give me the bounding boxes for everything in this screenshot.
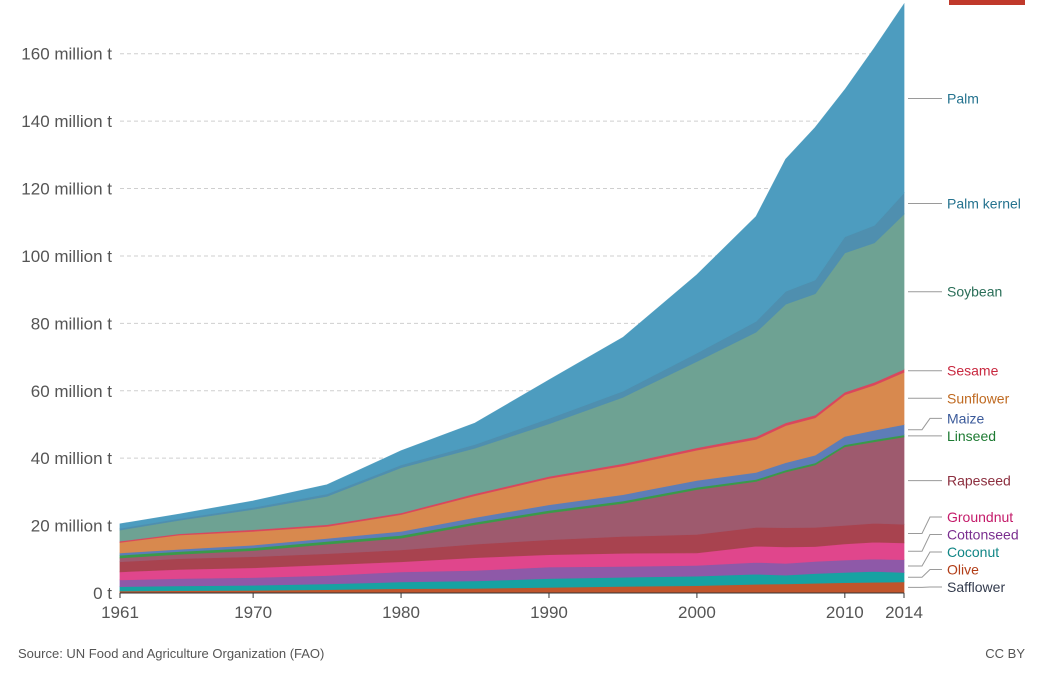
- x-tick-label: 1970: [234, 603, 272, 622]
- legend-label-groundnut: Groundnut: [947, 509, 1013, 525]
- legend-leader-olive: [908, 569, 942, 578]
- legend-label-sesame: Sesame: [947, 363, 999, 379]
- legend-leader-cottonseed: [908, 534, 942, 552]
- legend-label-safflower: Safflower: [947, 579, 1005, 595]
- legend-label-sunflower: Sunflower: [947, 390, 1010, 406]
- legend-label-palm: Palm: [947, 91, 979, 107]
- area-series: [119, 2, 905, 594]
- legend: Palm Palm kernel Soybean Sesame Sunflower Mai…: [908, 91, 1021, 595]
- legend-leader-coconut: [908, 551, 942, 567]
- x-tick-label: 1961: [101, 603, 139, 622]
- brand-logo-bar: [949, 0, 1025, 5]
- y-tick-label: 0 t: [93, 584, 112, 603]
- legend-label-soybean: Soybean: [947, 284, 1002, 300]
- legend-label-cottonseed: Cottonseed: [947, 527, 1019, 543]
- x-tick-label: 2010: [826, 603, 864, 622]
- source-note: Source: UN Food and Agriculture Organiza…: [18, 646, 325, 661]
- y-tick-label: 40 million t: [31, 449, 113, 468]
- legend-label-palm-kernel: Palm kernel: [947, 196, 1021, 212]
- legend-label-rapeseed: Rapeseed: [947, 473, 1011, 489]
- legend-leader-groundnut: [908, 516, 942, 534]
- y-tick-label: 80 million t: [31, 314, 113, 333]
- y-tick-label: 120 million t: [21, 180, 112, 199]
- y-tick-label: 20 million t: [31, 517, 113, 536]
- axes: 0 t 20 million t 40 million t 60 million t 8…: [21, 45, 923, 622]
- x-tick-label: 2014: [885, 603, 923, 622]
- area-palm: [119, 2, 905, 529]
- legend-leader-maize: [908, 417, 942, 431]
- legend-label-linseed: Linseed: [947, 428, 996, 444]
- y-tick-label: 100 million t: [21, 247, 112, 266]
- x-tick-label: 1990: [530, 603, 568, 622]
- x-tick-label: 2000: [678, 603, 716, 622]
- y-tick-label: 160 million t: [21, 45, 112, 64]
- legend-label-olive: Olive: [947, 562, 979, 578]
- y-tick-label: 60 million t: [31, 382, 113, 401]
- legend-label-coconut: Coconut: [947, 544, 999, 560]
- y-tick-label: 140 million t: [21, 112, 112, 131]
- x-tick-label: 1980: [382, 603, 420, 622]
- license-link[interactable]: CC BY: [985, 646, 1025, 661]
- legend-label-maize: Maize: [947, 410, 985, 426]
